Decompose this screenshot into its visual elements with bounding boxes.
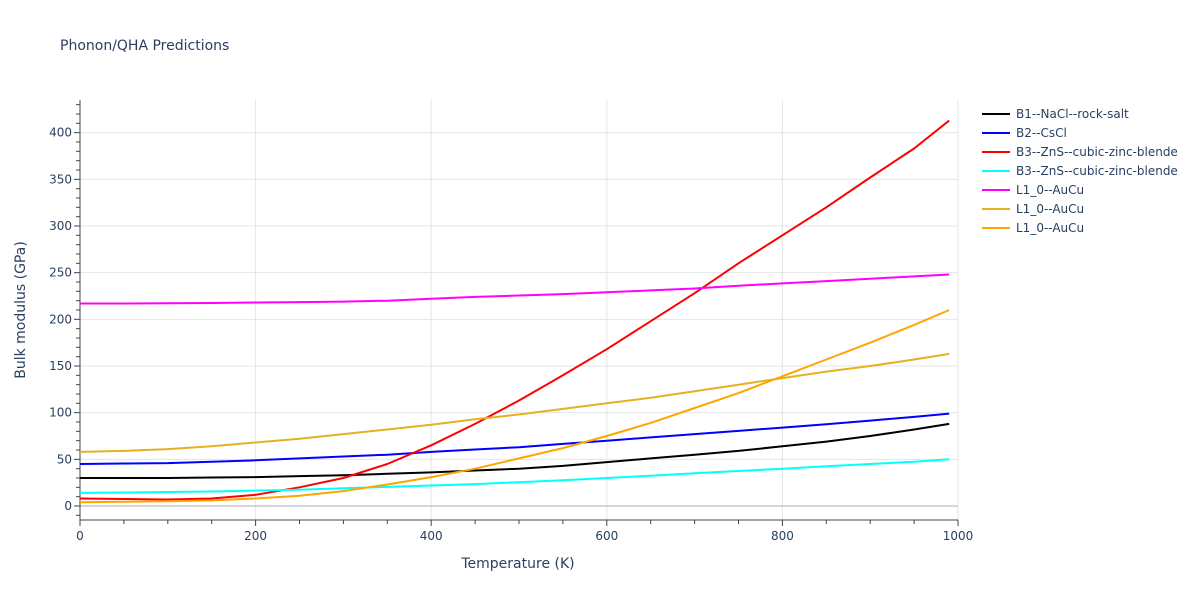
legend-item-5[interactable]: L1_0--AuCu [982,202,1084,216]
series-line-3[interactable] [79,458,950,494]
y-tick-label: 150 [49,359,72,373]
y-tick-label: 100 [49,406,72,420]
series-line-5[interactable] [79,352,950,453]
x-tick-label: 0 [76,529,84,543]
series-line-2[interactable] [79,119,950,501]
legend[interactable]: B1--NaCl--rock-salt B2--CsCl B3--ZnS--cubi… [982,107,1178,235]
axes: 0 200 400 600 800 1000 0 50 100 150 200 250 300 350 40… [49,100,973,543]
y-tick-label: 200 [49,312,72,326]
y-tick-label: 50 [57,452,72,466]
chart-title: Phonon/QHA Predictions [60,38,229,54]
series-line-1[interactable] [79,412,950,465]
y-tick-label: 400 [49,126,72,140]
legend-item-0[interactable]: B1--NaCl--rock-salt [982,107,1129,121]
x-tick-label: 800 [771,529,794,543]
legend-label: B3--ZnS--cubic-zinc-blende [1016,145,1178,159]
y-axis-title: Bulk modulus (GPa) [13,241,29,379]
legend-item-3[interactable]: B3--ZnS--cubic-zinc-blende [982,164,1178,178]
legend-label: L1_0--AuCu [1016,221,1084,235]
y-tick-label: 300 [49,219,72,233]
series-line-0[interactable] [80,422,950,479]
legend-item-4[interactable]: L1_0--AuCu [982,183,1084,197]
legend-item-6[interactable]: L1_0--AuCu [982,221,1084,235]
series-line-6[interactable] [79,309,950,504]
x-tick-label: 1000 [943,529,974,543]
x-tick-label: 600 [595,529,618,543]
legend-item-2[interactable]: B3--ZnS--cubic-zinc-blende [982,145,1178,159]
y-tick-label: 350 [49,172,72,186]
legend-label: B3--ZnS--cubic-zinc-blende [1016,164,1178,178]
y-tick-label: 250 [49,266,72,280]
plot-lines [79,119,950,504]
grid [80,100,959,520]
series-line-4[interactable] [80,273,950,305]
x-tick-label: 200 [244,529,267,543]
x-tick-label: 400 [420,529,443,543]
y-tick-label: 0 [64,499,72,513]
legend-item-1[interactable]: B2--CsCl [982,126,1067,140]
legend-label: B2--CsCl [1016,126,1067,140]
legend-label: B1--NaCl--rock-salt [1016,107,1129,121]
legend-label: L1_0--AuCu [1016,202,1084,216]
x-axis-title: Temperature (K) [460,556,574,572]
legend-label: L1_0--AuCu [1016,183,1084,197]
